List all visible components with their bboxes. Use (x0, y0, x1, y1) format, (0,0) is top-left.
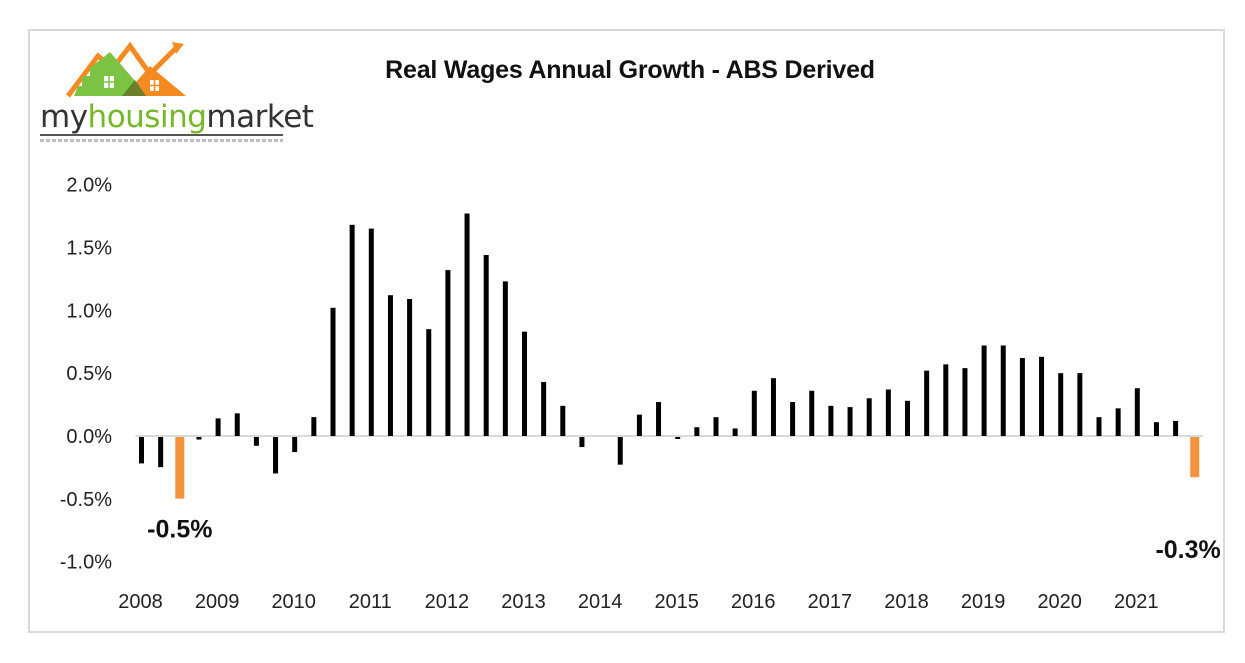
data-bar (924, 370, 930, 436)
x-tick-label: 2020 (1037, 591, 1082, 613)
data-bar (694, 427, 700, 436)
x-tick-label: 2021 (1114, 591, 1159, 613)
data-bar (1134, 388, 1140, 436)
data-bar (1153, 422, 1159, 436)
y-tick-label: 1.0% (66, 300, 112, 322)
highlight-bar (175, 437, 185, 499)
data-bar (541, 381, 547, 436)
data-bar (234, 413, 240, 436)
y-tick-label: 1.5% (66, 237, 112, 259)
data-bar (809, 390, 815, 436)
x-axis: 2008 2009 2010 2011 2012 2013 2014 2015 2016 2017… (118, 591, 1158, 613)
data-bar (847, 407, 853, 436)
data-bar (196, 437, 202, 440)
annotations: -0.5% -0.3% (147, 516, 1221, 565)
chart-title: Real Wages Annual Growth - ABS Derived (385, 56, 875, 84)
data-bar (1039, 356, 1045, 436)
data-bar (732, 428, 738, 436)
data-bar (368, 228, 374, 436)
data-bar (579, 437, 585, 448)
data-bar (1115, 408, 1121, 436)
data-bar (617, 437, 623, 465)
data-bar (387, 295, 393, 436)
data-bar (502, 281, 508, 436)
data-bar (770, 378, 776, 436)
myhousingmarket-logo: myhousingmarket (38, 38, 314, 148)
data-bar (943, 364, 949, 436)
x-tick-label: 2016 (731, 591, 776, 613)
data-bar (426, 329, 432, 436)
data-bar (253, 437, 259, 446)
y-tick-label: 0.5% (66, 363, 112, 385)
data-bar (445, 270, 451, 436)
data-bar (407, 298, 413, 436)
data-bar (1077, 373, 1083, 436)
logo-prefix: my (40, 99, 88, 135)
logo-underline (40, 134, 283, 136)
data-bar (828, 405, 834, 436)
data-bar (636, 414, 642, 436)
house-logo-icon (66, 41, 186, 98)
chart-frame (28, 29, 1225, 633)
logo-suffix: market (206, 99, 314, 135)
data-bar (905, 400, 910, 436)
highlight-bar (1190, 437, 1200, 478)
data-bar (311, 417, 317, 436)
x-tick-label: 2019 (961, 591, 1006, 613)
data-bar (292, 437, 298, 453)
data-bar (349, 224, 355, 436)
logo-tagline (40, 139, 283, 142)
x-tick-label: 2014 (578, 591, 623, 613)
y-axis: 2.0% 1.5% 1.0% 0.5% 0.0% -0.5% -1.0% (60, 175, 112, 574)
data-bar (273, 437, 279, 474)
logo-wordmark: myhousingmarket (40, 99, 314, 135)
data-bar (215, 418, 221, 436)
data-bar (713, 417, 719, 436)
data-bar (751, 390, 757, 436)
x-tick-label: 2012 (425, 591, 470, 613)
data-bar (1096, 417, 1102, 436)
y-tick-label: -1.0% (60, 552, 112, 574)
data-bar (981, 345, 987, 436)
data-bar (885, 389, 891, 436)
data-bar (560, 405, 566, 436)
y-tick-label: 0.0% (66, 426, 112, 448)
data-bar (1019, 358, 1025, 436)
x-tick-label: 2017 (808, 591, 853, 613)
data-bar (656, 402, 662, 436)
data-label: -0.3% (1155, 536, 1220, 564)
x-tick-label: 2008 (118, 591, 163, 613)
data-bar (1000, 345, 1006, 436)
data-bar (866, 398, 872, 436)
x-tick-label: 2010 (271, 591, 316, 613)
y-tick-label: 2.0% (66, 175, 112, 197)
data-bar (1173, 420, 1179, 436)
data-bar (962, 368, 968, 436)
data-bar (790, 402, 796, 436)
x-tick-label: 2011 (349, 591, 392, 613)
x-tick-label: 2018 (884, 591, 929, 613)
data-label: -0.5% (147, 516, 212, 544)
x-tick-label: 2013 (501, 591, 546, 613)
bar-series (139, 213, 1200, 499)
data-bar (139, 437, 144, 464)
data-bar (464, 213, 470, 436)
x-tick-label: 2015 (654, 591, 699, 613)
data-bar (483, 254, 489, 436)
x-tick-label: 2009 (195, 591, 240, 613)
data-bar (522, 331, 527, 436)
data-bar (1058, 373, 1064, 436)
logo-highlight: housing (87, 99, 207, 135)
y-tick-label: -0.5% (60, 489, 112, 511)
data-bar (158, 437, 164, 468)
data-bar (675, 437, 681, 439)
data-bar (330, 307, 336, 436)
